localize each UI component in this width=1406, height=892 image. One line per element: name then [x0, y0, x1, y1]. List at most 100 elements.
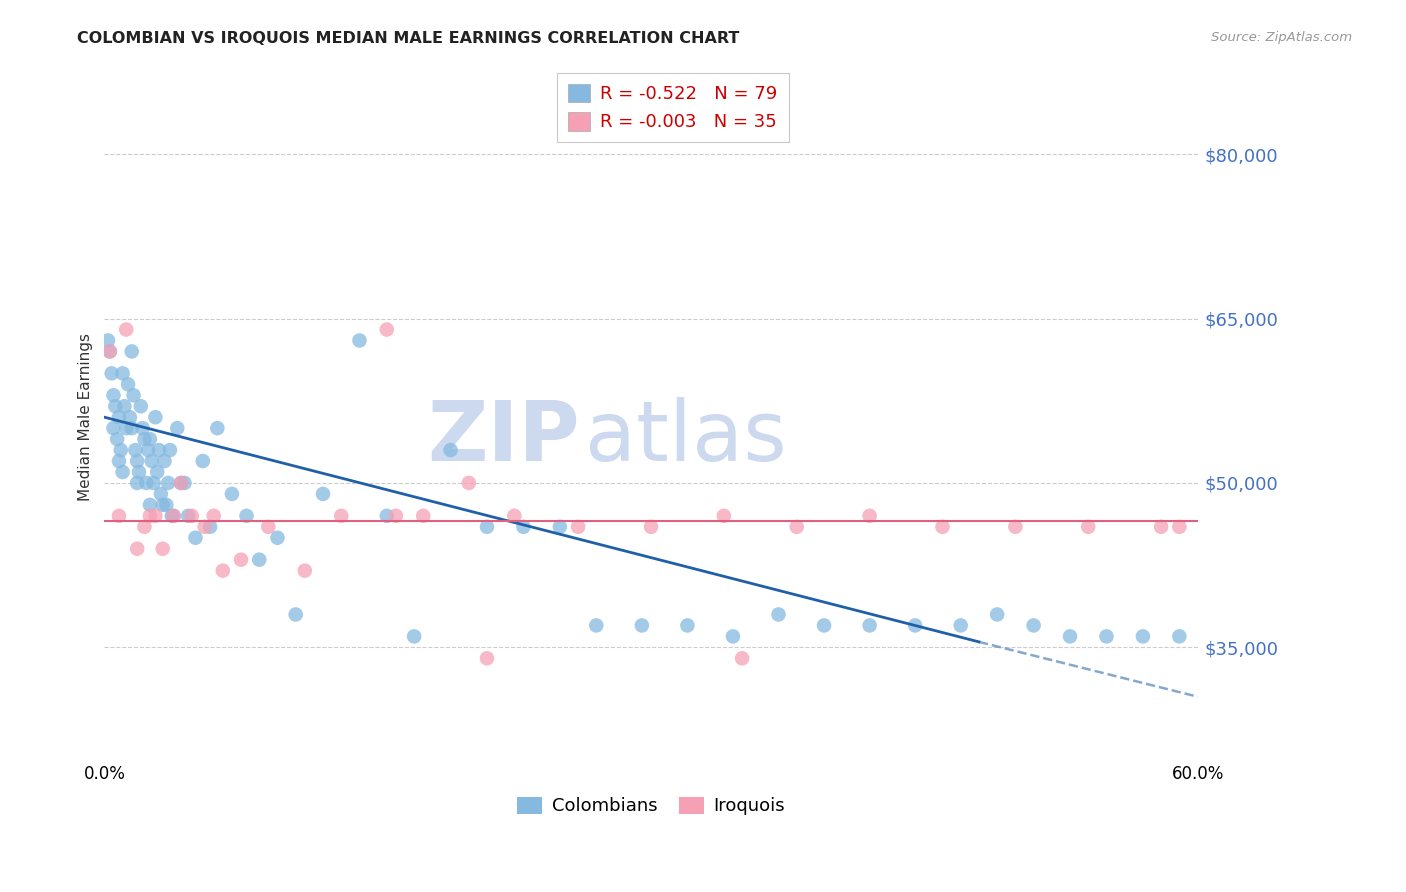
- Point: [585, 618, 607, 632]
- Point: [475, 520, 498, 534]
- Point: [786, 520, 808, 534]
- Point: [100, 367, 122, 381]
- Point: [152, 498, 174, 512]
- Point: [475, 651, 498, 665]
- Point: [194, 520, 217, 534]
- Point: [221, 487, 243, 501]
- Point: [567, 520, 589, 534]
- Y-axis label: Median Male Earnings: Median Male Earnings: [79, 334, 93, 501]
- Point: [98, 344, 121, 359]
- Point: [98, 344, 121, 359]
- Point: [135, 475, 157, 490]
- Point: [731, 651, 754, 665]
- Point: [122, 388, 145, 402]
- Point: [149, 487, 172, 501]
- Point: [548, 520, 571, 534]
- Point: [247, 552, 270, 566]
- Point: [152, 541, 174, 556]
- Point: [139, 498, 162, 512]
- Point: [1095, 629, 1118, 643]
- Point: [142, 475, 165, 490]
- Point: [202, 508, 225, 523]
- Point: [284, 607, 307, 622]
- Point: [108, 508, 131, 523]
- Text: Source: ZipAtlas.com: Source: ZipAtlas.com: [1212, 31, 1353, 45]
- Point: [146, 465, 169, 479]
- Point: [713, 508, 735, 523]
- Point: [129, 399, 152, 413]
- Text: ZIP: ZIP: [427, 397, 579, 478]
- Point: [111, 367, 134, 381]
- Point: [103, 421, 125, 435]
- Point: [162, 508, 184, 523]
- Point: [157, 475, 180, 490]
- Point: [1168, 520, 1191, 534]
- Point: [512, 520, 534, 534]
- Point: [257, 520, 280, 534]
- Point: [117, 377, 139, 392]
- Point: [112, 399, 135, 413]
- Point: [153, 454, 176, 468]
- Point: [134, 520, 156, 534]
- Text: atlas: atlas: [585, 397, 787, 478]
- Point: [312, 487, 335, 501]
- Point: [118, 410, 141, 425]
- Point: [986, 607, 1008, 622]
- Point: [177, 508, 200, 523]
- Point: [108, 454, 131, 468]
- Point: [1168, 629, 1191, 643]
- Point: [128, 465, 150, 479]
- Point: [949, 618, 972, 632]
- Point: [111, 465, 134, 479]
- Point: [631, 618, 654, 632]
- Point: [103, 388, 125, 402]
- Point: [375, 322, 398, 336]
- Point: [104, 399, 127, 413]
- Point: [139, 508, 162, 523]
- Point: [115, 421, 138, 435]
- Point: [184, 531, 207, 545]
- Point: [136, 443, 159, 458]
- Point: [124, 443, 146, 458]
- Point: [131, 421, 153, 435]
- Point: [404, 629, 426, 643]
- Point: [166, 421, 188, 435]
- Point: [385, 508, 408, 523]
- Point: [768, 607, 790, 622]
- Point: [349, 334, 371, 348]
- Point: [859, 618, 882, 632]
- Point: [108, 410, 131, 425]
- Point: [294, 564, 316, 578]
- Point: [207, 421, 229, 435]
- Point: [235, 508, 257, 523]
- Text: COLOMBIAN VS IROQUOIS MEDIAN MALE EARNINGS CORRELATION CHART: COLOMBIAN VS IROQUOIS MEDIAN MALE EARNIN…: [77, 31, 740, 46]
- Point: [145, 410, 167, 425]
- Point: [145, 508, 167, 523]
- Point: [121, 421, 143, 435]
- Point: [160, 508, 183, 523]
- Point: [375, 508, 398, 523]
- Point: [439, 443, 461, 458]
- Point: [1150, 520, 1173, 534]
- Point: [121, 344, 143, 359]
- Point: [412, 508, 434, 523]
- Point: [173, 475, 195, 490]
- Point: [162, 508, 184, 523]
- Point: [134, 432, 156, 446]
- Point: [110, 443, 132, 458]
- Point: [904, 618, 927, 632]
- Point: [97, 334, 120, 348]
- Legend: Colombians, Iroquois: Colombians, Iroquois: [510, 789, 792, 822]
- Point: [503, 508, 526, 523]
- Point: [1004, 520, 1026, 534]
- Point: [266, 531, 288, 545]
- Point: [1077, 520, 1099, 534]
- Point: [148, 443, 170, 458]
- Point: [127, 475, 149, 490]
- Point: [127, 541, 149, 556]
- Point: [229, 552, 252, 566]
- Point: [1022, 618, 1045, 632]
- Point: [105, 432, 128, 446]
- Point: [170, 475, 193, 490]
- Point: [211, 564, 233, 578]
